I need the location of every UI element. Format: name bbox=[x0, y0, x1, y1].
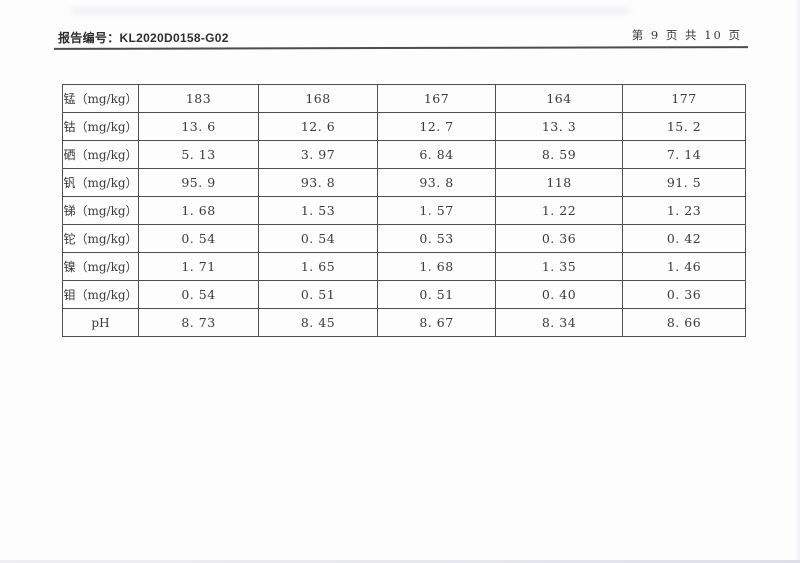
analyte-value: 1. 22 bbox=[495, 196, 623, 225]
analysis-results-table: 锰（mg/kg） 183 168 167 164 177 钴（mg/kg） 13. 6 12. … bbox=[62, 84, 746, 337]
report-number-value: KL2020D0158-G02 bbox=[119, 31, 229, 45]
analyte-value: 1. 71 bbox=[138, 252, 259, 281]
analyte-value: 3. 97 bbox=[258, 140, 378, 169]
analyte-value: 8. 45 bbox=[258, 308, 378, 337]
analyte-value: 177 bbox=[622, 84, 746, 113]
analyte-value: 167 bbox=[377, 84, 496, 113]
analyte-value: 1. 68 bbox=[377, 252, 496, 281]
analyte-value: 8. 34 bbox=[495, 308, 623, 337]
analyte-value: 8. 59 bbox=[495, 140, 623, 169]
report-number-line: 报告编号：KL2020D0158-G02 bbox=[58, 29, 229, 46]
analyte-value: 13. 6 bbox=[138, 112, 259, 141]
analyte-label: 铊（mg/kg） bbox=[62, 224, 139, 253]
analyte-value: 1. 57 bbox=[377, 196, 496, 225]
analyte-label: 锰（mg/kg） bbox=[62, 84, 139, 113]
analyte-value: 6. 84 bbox=[377, 140, 496, 169]
analyte-value: 8. 73 bbox=[138, 308, 259, 337]
header-divider-line bbox=[53, 46, 749, 50]
analyte-value: 15. 2 bbox=[622, 112, 746, 141]
analyte-value: 0. 51 bbox=[258, 280, 378, 309]
analyte-label: 镍（mg/kg） bbox=[62, 252, 139, 281]
analyte-value: 0. 54 bbox=[138, 224, 259, 253]
report-number-label: 报告编号： bbox=[58, 31, 120, 45]
analyte-value: 12. 7 bbox=[377, 112, 496, 141]
analyte-value: 0. 53 bbox=[377, 224, 496, 253]
analyte-value: 7. 14 bbox=[622, 140, 746, 169]
table-row: 镍（mg/kg） 1. 71 1. 65 1. 68 1. 35 1. 46 bbox=[62, 252, 746, 281]
table-row: pH 8. 73 8. 45 8. 67 8. 34 8. 66 bbox=[62, 308, 746, 337]
table-row: 钼（mg/kg） 0. 54 0. 51 0. 51 0. 40 0. 36 bbox=[62, 280, 746, 309]
analyte-value: 183 bbox=[138, 84, 259, 113]
analyte-label: 钒（mg/kg） bbox=[62, 168, 139, 197]
analyte-value: 95. 9 bbox=[138, 168, 259, 197]
table-row: 硒（mg/kg） 5. 13 3. 97 6. 84 8. 59 7. 14 bbox=[62, 140, 746, 169]
analyte-value: 0. 51 bbox=[377, 280, 496, 309]
analyte-value: 8. 66 bbox=[622, 308, 746, 337]
analyte-value: 1. 65 bbox=[258, 252, 378, 281]
table-row: 钒（mg/kg） 95. 9 93. 8 93. 8 118 91. 5 bbox=[62, 168, 746, 197]
scan-shadow-right bbox=[795, 0, 800, 563]
analyte-value: 0. 54 bbox=[258, 224, 378, 253]
analyte-value: 0. 40 bbox=[495, 280, 623, 309]
analyte-label: 锑（mg/kg） bbox=[62, 196, 139, 225]
analyte-label: 钼（mg/kg） bbox=[62, 280, 139, 309]
analyte-label: 硒（mg/kg） bbox=[62, 140, 139, 169]
analyte-value: 12. 6 bbox=[258, 112, 378, 141]
analyte-value: 0. 36 bbox=[495, 224, 623, 253]
analyte-value: 13. 3 bbox=[495, 112, 623, 141]
scan-smudge-artifact bbox=[70, 6, 630, 16]
results-table-body: 锰（mg/kg） 183 168 167 164 177 钴（mg/kg） 13. 6 12. … bbox=[62, 84, 746, 337]
analyte-value: 1. 53 bbox=[258, 196, 378, 225]
scan-shadow-bottom bbox=[0, 560, 800, 563]
analyte-value: 0. 36 bbox=[622, 280, 746, 309]
analyte-label: 钴（mg/kg） bbox=[62, 112, 139, 141]
analyte-value: 0. 42 bbox=[622, 224, 746, 253]
analyte-value: 168 bbox=[258, 84, 378, 113]
analyte-label: pH bbox=[62, 308, 139, 337]
analyte-value: 5. 13 bbox=[138, 140, 259, 169]
analyte-value: 164 bbox=[495, 84, 623, 113]
analyte-value: 1. 35 bbox=[495, 252, 623, 281]
analyte-value: 1. 68 bbox=[138, 196, 259, 225]
analyte-value: 118 bbox=[495, 168, 623, 197]
table-row: 钴（mg/kg） 13. 6 12. 6 12. 7 13. 3 15. 2 bbox=[62, 112, 746, 141]
table-row: 锑（mg/kg） 1. 68 1. 53 1. 57 1. 22 1. 23 bbox=[62, 196, 746, 225]
table-row: 铊（mg/kg） 0. 54 0. 54 0. 53 0. 36 0. 42 bbox=[62, 224, 746, 253]
analyte-value: 93. 8 bbox=[258, 168, 378, 197]
page-number-info: 第 9 页 共 10 页 bbox=[631, 28, 742, 42]
analyte-value: 8. 67 bbox=[377, 308, 496, 337]
table-row: 锰（mg/kg） 183 168 167 164 177 bbox=[62, 84, 746, 113]
analyte-value: 1. 46 bbox=[622, 252, 746, 281]
analyte-value: 1. 23 bbox=[622, 196, 746, 225]
analyte-value: 93. 8 bbox=[377, 168, 496, 197]
analyte-value: 0. 54 bbox=[138, 280, 259, 309]
analyte-value: 91. 5 bbox=[622, 168, 746, 197]
